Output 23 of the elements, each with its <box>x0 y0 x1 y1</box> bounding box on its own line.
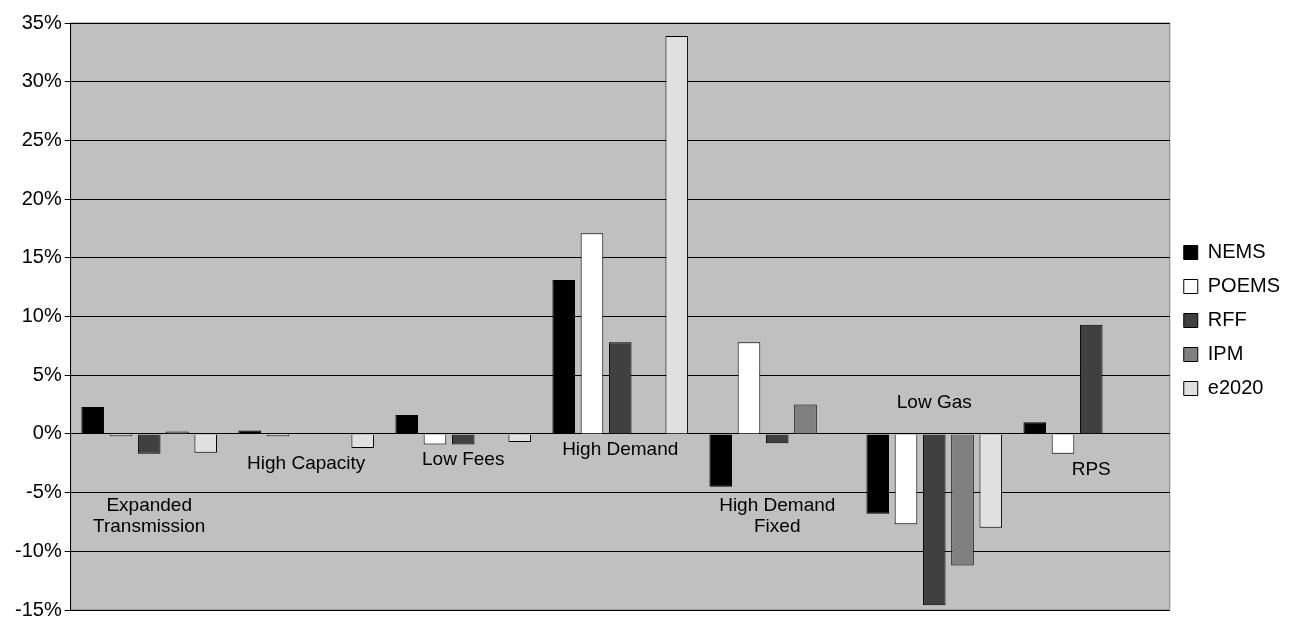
y-tick-label: 15% <box>21 245 62 268</box>
x-tick-label: RPS <box>1071 457 1111 479</box>
y-tick-label: -5% <box>26 480 62 503</box>
x-tick-label: Low Fees <box>422 448 505 470</box>
y-tick-label: 0% <box>32 421 62 444</box>
legend-label: IPM <box>1207 342 1244 365</box>
x-tick-label: Expanded Transmission <box>93 494 206 537</box>
legend-label: e2020 <box>1207 376 1264 399</box>
y-tick-label: 30% <box>21 69 62 92</box>
x-tick-label: High Demand <box>562 437 679 459</box>
x-tick-label: Low Gas <box>896 390 972 412</box>
y-tick-label: 5% <box>32 362 62 385</box>
y-tick-label: 10% <box>21 304 62 327</box>
y-tick-label: -15% <box>14 597 62 620</box>
y-tick-label: -10% <box>14 538 62 561</box>
x-tick-label: High Demand Fixed <box>719 494 836 537</box>
legend-label: NEMS <box>1207 240 1266 263</box>
y-tick-label: 35% <box>21 10 62 33</box>
y-tick-label: 20% <box>21 186 62 209</box>
legend-label: RFF <box>1207 308 1247 331</box>
legend-label: POEMS <box>1207 274 1281 297</box>
y-tick-label: 25% <box>21 127 62 150</box>
x-tick-label: High Capacity <box>247 451 366 473</box>
